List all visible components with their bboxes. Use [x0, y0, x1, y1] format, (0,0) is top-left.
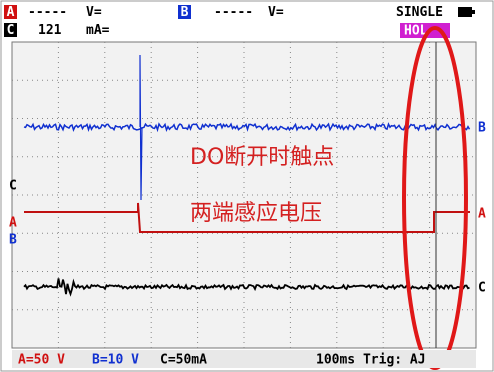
c-scale: C=50mA — [160, 353, 207, 368]
right-marker: A — [478, 207, 486, 222]
mode: SINGLE — [396, 5, 443, 20]
b-scale: B=10 V — [92, 353, 139, 368]
annotation: 两端感应电压 — [190, 201, 322, 226]
battery-icon — [458, 7, 472, 17]
channel-a: A — [7, 5, 15, 20]
c-unit: mA= — [86, 23, 110, 38]
a-reading: ----- — [28, 5, 67, 20]
a-scale: A=50 V — [18, 353, 65, 368]
c-reading: 121 — [38, 23, 62, 38]
left-marker: B — [9, 233, 17, 248]
channel-c: C — [7, 23, 15, 38]
b-unit: V= — [268, 5, 284, 20]
b-reading: ----- — [214, 5, 253, 20]
timebase: 100ms Trig: AJ — [316, 353, 426, 368]
annotation: DO断开时触点 — [190, 145, 334, 170]
battery-tip — [472, 10, 475, 14]
scope-screen: A ----- V= B ----- V= SINGLE C 121 mA= H… — [0, 0, 494, 372]
right-marker: B — [478, 121, 486, 136]
a-unit: V= — [86, 5, 102, 20]
left-marker: C — [9, 179, 17, 194]
channel-b: B — [181, 5, 189, 20]
left-marker: A — [9, 216, 17, 231]
right-marker: C — [478, 281, 486, 296]
